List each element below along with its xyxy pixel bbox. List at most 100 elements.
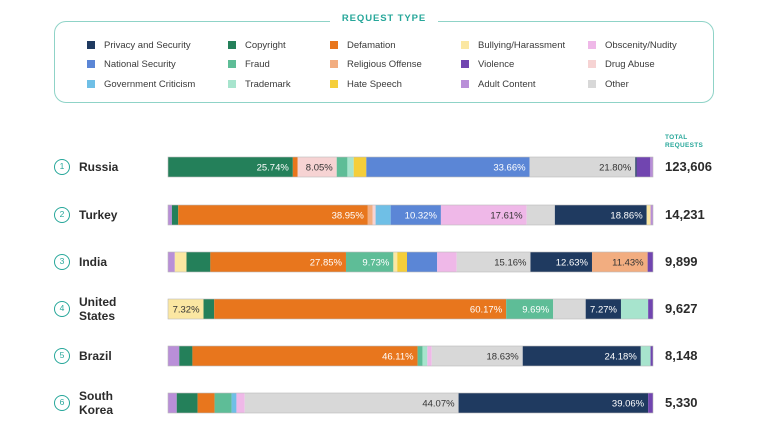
- bar-outline: [167, 204, 654, 226]
- legend-label: Other: [605, 78, 629, 90]
- legend-title: REQUEST TYPE: [0, 13, 768, 24]
- legend-swatch: [330, 60, 338, 68]
- bar-value-label: 39.06%: [612, 399, 645, 410]
- legend-swatch: [588, 41, 596, 49]
- legend-label: Violence: [478, 58, 515, 70]
- bar-segment: [336, 157, 348, 177]
- bar-outline: [167, 392, 654, 414]
- legend-label: Religious Offense: [347, 58, 422, 70]
- bar-value-label: 18.86%: [610, 211, 643, 222]
- bar-segment: [203, 299, 215, 319]
- bar-segment: [650, 346, 653, 366]
- bar-value-label: 44.07%: [422, 399, 455, 410]
- legend-label: Adult Content: [478, 78, 536, 90]
- bar-segment: [231, 393, 237, 413]
- bar-value-label: 8.05%: [306, 163, 333, 174]
- bar-segment: [236, 393, 245, 413]
- total-requests-value: 9,899: [665, 254, 698, 269]
- legend-swatch: [588, 80, 596, 88]
- bar-value-label: 7.32%: [173, 305, 200, 316]
- bar-segment: [297, 157, 337, 177]
- bar-segment: [214, 299, 507, 319]
- bar-segment: [646, 205, 651, 225]
- bar-segment: [647, 252, 653, 272]
- bar-value-label: 25.74%: [257, 163, 290, 174]
- bar-value-label: 10.32%: [405, 211, 438, 222]
- bar-outline: [167, 156, 654, 178]
- bar-segment: [458, 393, 649, 413]
- legend-swatch: [461, 80, 469, 88]
- rank-badge: 5: [54, 348, 70, 364]
- bar-segment: [168, 252, 175, 272]
- bar-segment: [292, 157, 298, 177]
- legend-item: Obscenity/Nudity: [588, 39, 677, 51]
- legend-label: Privacy and Security: [104, 39, 191, 51]
- bar-segment: [347, 157, 354, 177]
- legend-label: Obscenity/Nudity: [605, 39, 677, 51]
- rank-badge: 2: [54, 207, 70, 223]
- legend-swatch: [87, 41, 95, 49]
- bar-segment: [168, 157, 293, 177]
- legend-item: Adult Content: [461, 78, 536, 90]
- bar-segment: [648, 393, 653, 413]
- legend-item: National Security: [87, 58, 176, 70]
- bar-segment: [367, 205, 373, 225]
- bar-segment: [397, 252, 407, 272]
- bar-value-label: 18.63%: [486, 352, 519, 363]
- bar-segment: [345, 252, 394, 272]
- bar-segment: [176, 393, 198, 413]
- legend-label: Hate Speech: [347, 78, 402, 90]
- total-requests-value: 9,627: [665, 301, 698, 316]
- bar-segment: [372, 205, 376, 225]
- legend-swatch: [87, 60, 95, 68]
- legend-swatch: [228, 41, 236, 49]
- total-requests-value: 8,148: [665, 348, 698, 363]
- bar-segment: [529, 157, 636, 177]
- rank-badge: 1: [54, 159, 70, 175]
- bar-segment: [585, 299, 621, 319]
- legend-label: Fraud: [245, 58, 270, 70]
- legend-swatch: [588, 60, 596, 68]
- bar-value-label: 46.11%: [382, 352, 414, 363]
- total-requests-value: 5,330: [665, 395, 698, 410]
- bar-segment: [437, 252, 457, 272]
- bar-outline: [167, 251, 654, 273]
- legend-item: Fraud: [228, 58, 270, 70]
- legend-item: Privacy and Security: [87, 39, 191, 51]
- bar-segment: [591, 252, 648, 272]
- bar-value-label: 9.69%: [522, 305, 549, 316]
- country-name: Brazil: [79, 349, 112, 363]
- bar-segment: [530, 252, 592, 272]
- bar-value-label: 15.16%: [494, 258, 527, 269]
- legend-swatch: [461, 41, 469, 49]
- bar-segment: [197, 393, 215, 413]
- legend-label: Drug Abuse: [605, 58, 655, 70]
- bar-segment: [168, 346, 180, 366]
- legend-label: Bullying/Harassment: [478, 39, 566, 51]
- bar-value-label: 21.80%: [599, 163, 632, 174]
- bar-segment: [650, 205, 653, 225]
- bar-segment: [526, 205, 555, 225]
- legend-item: Religious Offense: [330, 58, 422, 70]
- bar-segment: [214, 393, 232, 413]
- legend-item: Hate Speech: [330, 78, 402, 90]
- bar-segment: [640, 346, 651, 366]
- country-name: India: [79, 255, 108, 269]
- rank-badge: 4: [54, 301, 70, 317]
- legend-item: Government Criticism: [87, 78, 195, 90]
- bar-segment: [417, 346, 423, 366]
- bar-segment: [366, 157, 530, 177]
- bar-segment: [431, 346, 523, 366]
- bar-segment: [168, 393, 177, 413]
- legend-label: Trademark: [245, 78, 291, 90]
- legend-label: Copyright: [245, 39, 286, 51]
- legend-item: Trademark: [228, 78, 291, 90]
- legend-swatch: [330, 41, 338, 49]
- bar-segment: [650, 157, 653, 177]
- country-name: United States: [79, 295, 117, 323]
- bar-segment: [553, 299, 586, 319]
- legend-swatch: [228, 60, 236, 68]
- bar-segment: [192, 346, 418, 366]
- bar-segment: [375, 205, 391, 225]
- bar-segment: [179, 346, 193, 366]
